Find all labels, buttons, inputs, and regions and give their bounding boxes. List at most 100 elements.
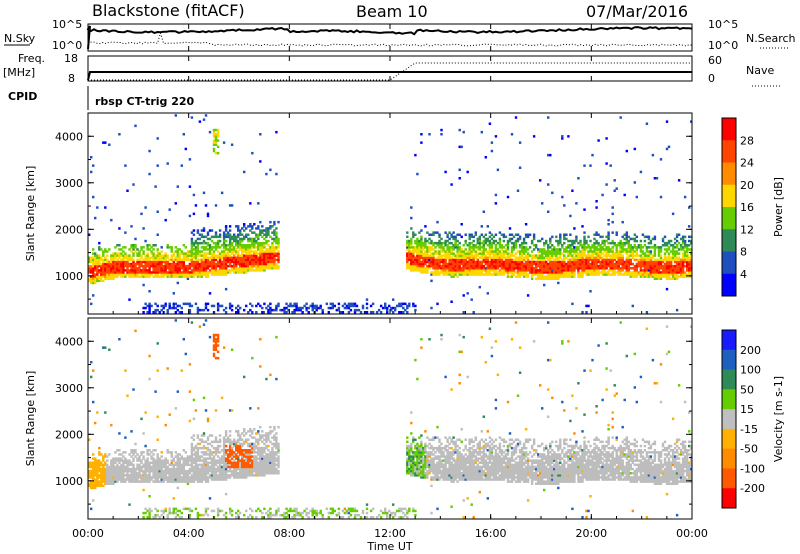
heatmap-cell (271, 256, 274, 259)
heatmap-cell (555, 262, 558, 266)
heatmap-cell (104, 141, 107, 144)
heatmap-cell (180, 511, 184, 515)
heatmap-cell (150, 467, 153, 471)
heatmap-cell (553, 262, 556, 266)
heatmap-cell (239, 262, 242, 266)
heatmap-cell (512, 267, 516, 270)
heatmap-cell (122, 463, 125, 467)
heatmap-cell (158, 256, 161, 259)
heatmap-cell (492, 267, 496, 270)
heatmap-cell (180, 273, 184, 276)
heatmap-cell (206, 233, 210, 236)
heatmap-cell (500, 271, 504, 274)
heatmap-cell (210, 463, 214, 467)
heatmap-cell (410, 250, 413, 253)
heatmap-cell (178, 311, 182, 314)
heatmap-cell (617, 264, 620, 268)
heatmap-cell (190, 252, 194, 255)
heatmap-cell (649, 269, 653, 272)
heatmap-cell (462, 256, 465, 259)
heatmap-cell (675, 250, 679, 253)
heatmap-cell (228, 269, 232, 272)
heatmap-cell (275, 254, 278, 257)
heatmap-cell (176, 250, 180, 253)
heatmap-cell (168, 262, 171, 266)
heatmap-cell (500, 248, 504, 251)
heatmap-cell (621, 273, 624, 276)
heatmap-cell (118, 254, 121, 257)
heatmap-cell (186, 461, 190, 464)
heatmap-cell (273, 220, 276, 224)
heatmap-cell (476, 273, 480, 276)
heatmap-cell (120, 465, 123, 469)
heatmap-cell (625, 264, 629, 268)
heatmap-cell (212, 256, 216, 259)
heatmap-cell (249, 248, 252, 251)
heatmap-cell (132, 451, 135, 454)
heatmap-cell (228, 304, 232, 308)
heatmap-cell (142, 480, 145, 483)
heatmap-cell (218, 461, 222, 464)
heatmap-cell (611, 260, 614, 264)
heatmap-cell (188, 302, 192, 306)
heatmap-cell (237, 308, 240, 312)
heatmap-cell (148, 262, 151, 266)
heatmap-cell (422, 267, 425, 270)
heatmap-cell (412, 254, 415, 257)
heatmap-cell (631, 271, 635, 274)
heatmap-cell (271, 260, 274, 264)
heatmap-cell (267, 227, 270, 230)
heatmap-cell (188, 469, 192, 473)
heatmap-cell (168, 451, 171, 454)
heatmap-cell (138, 258, 141, 262)
heatmap-cell (152, 457, 155, 460)
heatmap-cell (597, 260, 600, 264)
heatmap-cell (128, 254, 131, 257)
heatmap-cell (462, 130, 465, 134)
heatmap-cell (444, 252, 447, 255)
heatmap-cell (182, 465, 186, 469)
heatmap-cell (216, 335, 220, 339)
heatmap-cell (675, 271, 679, 274)
heatmap-cell (247, 250, 250, 253)
heatmap-cell (136, 459, 139, 462)
heatmap-cell (665, 273, 669, 276)
heatmap-cell (172, 269, 176, 272)
heatmap-cell (148, 273, 151, 276)
heatmap-cell (563, 250, 566, 253)
heatmap-cell (172, 275, 176, 278)
heatmap-cell (295, 302, 298, 306)
heatmap-cell (138, 264, 141, 268)
heatmap-cell (176, 465, 180, 469)
heatmap-cell (599, 264, 602, 268)
heatmap-cell (277, 241, 280, 245)
heatmap-cell (172, 463, 176, 467)
heatmap-cell (190, 116, 194, 119)
heatmap-cell (114, 252, 117, 255)
heatmap-cell (112, 254, 115, 257)
heatmap-cell (673, 241, 677, 245)
heatmap-cell (128, 258, 131, 262)
heatmap-cell (520, 260, 524, 264)
heatmap-cell (148, 476, 151, 479)
heatmap-cell (494, 202, 498, 205)
heatmap-cell (269, 258, 272, 262)
heatmap-cell (539, 239, 542, 243)
heatmap-cell (192, 193, 196, 197)
heatmap-cell (571, 273, 574, 276)
heatmap-cell (214, 271, 218, 274)
heatmap-cell (482, 267, 486, 270)
heatmap-cell (500, 246, 504, 249)
heatmap-cell (210, 262, 214, 266)
heatmap-cell (94, 279, 97, 283)
heatmap-cell (631, 256, 635, 259)
heatmap-cell (118, 338, 121, 341)
heatmap-cell (277, 244, 280, 247)
heatmap-cell (454, 256, 457, 259)
heatmap-cell (675, 258, 679, 262)
heatmap-cell (112, 474, 115, 477)
heatmap-cell (607, 260, 610, 264)
heatmap-cell (591, 153, 594, 157)
heatmap-cell (146, 476, 149, 479)
heatmap-cell (235, 250, 238, 253)
